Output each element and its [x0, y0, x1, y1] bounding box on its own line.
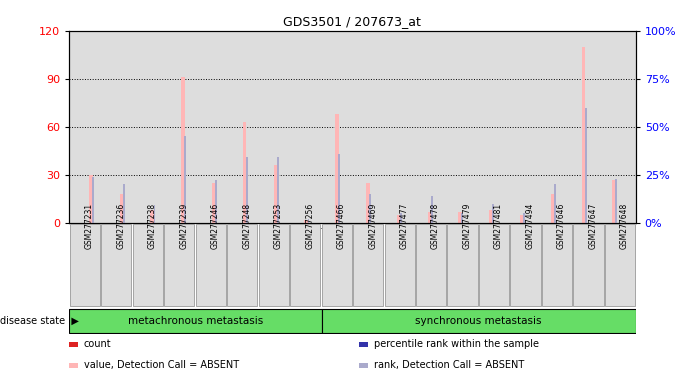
Bar: [397, 215, 401, 223]
Bar: [430, 196, 433, 223]
Text: GSM277253: GSM277253: [274, 203, 283, 249]
FancyBboxPatch shape: [290, 224, 321, 306]
Text: GSM277647: GSM277647: [589, 203, 598, 249]
FancyBboxPatch shape: [321, 224, 352, 306]
Bar: [612, 180, 616, 223]
FancyBboxPatch shape: [101, 224, 131, 306]
Bar: [551, 194, 554, 223]
FancyBboxPatch shape: [196, 224, 226, 306]
FancyBboxPatch shape: [133, 224, 163, 306]
FancyBboxPatch shape: [542, 224, 572, 306]
Bar: [428, 212, 431, 223]
Text: value, Detection Call = ABSENT: value, Detection Call = ABSENT: [84, 360, 238, 371]
Bar: [120, 194, 123, 223]
Text: GSM277477: GSM277477: [399, 203, 408, 249]
FancyBboxPatch shape: [353, 224, 384, 306]
FancyBboxPatch shape: [416, 224, 446, 306]
Bar: [276, 157, 278, 223]
FancyBboxPatch shape: [164, 224, 194, 306]
Text: GSM277231: GSM277231: [85, 203, 94, 249]
FancyBboxPatch shape: [479, 224, 509, 306]
Bar: [274, 165, 277, 223]
Text: percentile rank within the sample: percentile rank within the sample: [374, 339, 539, 349]
Bar: [307, 219, 310, 223]
Bar: [582, 47, 585, 223]
Bar: [585, 108, 587, 223]
Bar: [212, 183, 216, 223]
Text: metachronous metastasis: metachronous metastasis: [128, 316, 263, 326]
FancyBboxPatch shape: [258, 224, 289, 306]
Text: GSM277479: GSM277479: [462, 203, 471, 249]
Bar: [123, 184, 124, 223]
Text: count: count: [84, 339, 111, 349]
FancyBboxPatch shape: [227, 224, 257, 306]
FancyBboxPatch shape: [605, 224, 635, 306]
Bar: [492, 204, 494, 223]
Bar: [243, 122, 247, 223]
Text: GSM277494: GSM277494: [526, 203, 535, 249]
Bar: [489, 210, 493, 223]
FancyBboxPatch shape: [384, 224, 415, 306]
Text: GSM277646: GSM277646: [557, 203, 566, 249]
Text: GSM277256: GSM277256: [305, 203, 314, 249]
Bar: [400, 213, 401, 223]
Text: GSM277481: GSM277481: [494, 203, 503, 249]
Text: GSM277478: GSM277478: [431, 203, 440, 249]
FancyBboxPatch shape: [321, 309, 636, 333]
Title: GDS3501 / 207673_at: GDS3501 / 207673_at: [283, 15, 422, 28]
Bar: [92, 177, 94, 223]
Bar: [554, 184, 556, 223]
Text: GSM277238: GSM277238: [148, 203, 157, 249]
FancyBboxPatch shape: [448, 224, 477, 306]
Text: GSM277246: GSM277246: [211, 203, 220, 249]
Text: GSM277239: GSM277239: [179, 203, 188, 249]
Bar: [181, 77, 185, 223]
Bar: [616, 179, 617, 223]
Text: GSM277469: GSM277469: [368, 203, 377, 249]
FancyBboxPatch shape: [574, 224, 604, 306]
Text: GSM277236: GSM277236: [116, 203, 125, 249]
Bar: [184, 136, 186, 223]
Text: GSM277466: GSM277466: [337, 203, 346, 249]
Text: rank, Detection Call = ABSENT: rank, Detection Call = ABSENT: [374, 360, 524, 371]
Text: GSM277648: GSM277648: [620, 203, 629, 249]
Bar: [151, 210, 154, 223]
Bar: [520, 215, 524, 223]
Bar: [304, 220, 308, 223]
FancyBboxPatch shape: [69, 309, 321, 333]
Bar: [366, 183, 370, 223]
Bar: [339, 154, 340, 223]
Bar: [335, 114, 339, 223]
Bar: [246, 157, 248, 223]
Text: disease state  ▶: disease state ▶: [0, 316, 79, 326]
Bar: [215, 180, 217, 223]
Bar: [89, 175, 93, 223]
FancyBboxPatch shape: [70, 224, 100, 306]
Bar: [462, 213, 464, 223]
Bar: [369, 194, 371, 223]
FancyBboxPatch shape: [511, 224, 540, 306]
Text: synchronous metastasis: synchronous metastasis: [415, 316, 542, 326]
Bar: [523, 213, 525, 223]
Bar: [458, 212, 462, 223]
Text: GSM277248: GSM277248: [243, 203, 252, 249]
Bar: [153, 205, 155, 223]
